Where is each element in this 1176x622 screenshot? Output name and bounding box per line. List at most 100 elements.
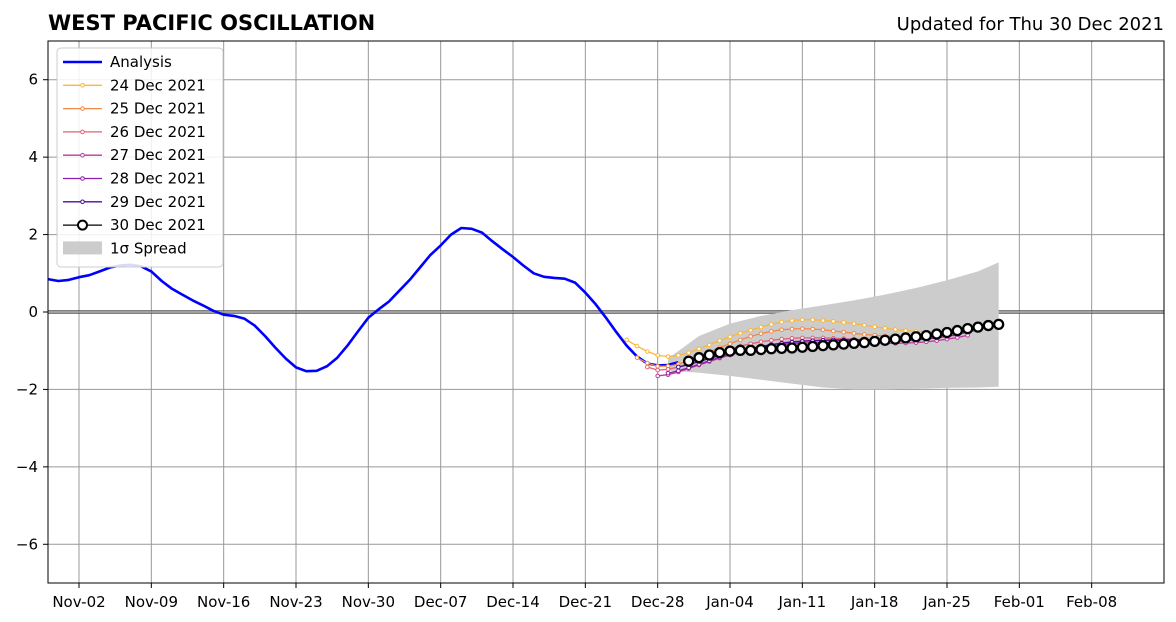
x-tick-label: Nov-02 — [52, 593, 105, 611]
x-tick-label: Nov-09 — [125, 593, 178, 611]
forecast-point — [810, 317, 815, 323]
forecast-point — [779, 319, 784, 325]
forecast-point — [707, 342, 712, 348]
forecast-point — [800, 317, 805, 323]
forecast-point — [738, 330, 743, 336]
x-tick-label: Nov-23 — [269, 593, 322, 611]
forecast-point — [717, 338, 722, 343]
forecast-point — [810, 326, 815, 332]
forecast-point — [820, 327, 826, 333]
forecast-point — [758, 339, 764, 345]
forecast-point — [748, 334, 753, 339]
latest-forecast-point — [993, 318, 1005, 331]
forecast-point — [727, 341, 733, 347]
forecast-point — [851, 330, 857, 336]
legend-swatch-spread — [63, 241, 102, 255]
latest-forecast-point — [776, 342, 788, 355]
latest-forecast-point — [838, 338, 850, 350]
legend-swatch-marker — [80, 129, 85, 135]
x-tick-label: Dec-21 — [559, 593, 613, 611]
legend-label: 30 Dec 2021 — [110, 216, 206, 234]
forecast-point — [655, 367, 660, 373]
latest-forecast-point — [982, 319, 994, 332]
legend-swatch-marker — [80, 152, 85, 158]
legend-swatch-marker — [77, 219, 88, 231]
plot-frame — [47, 40, 1165, 584]
forecast-point — [769, 322, 774, 327]
forecast-point — [779, 336, 784, 342]
forecast-point — [634, 355, 640, 360]
latest-forecast-point — [724, 345, 736, 357]
legend-label: 24 Dec 2021 — [110, 76, 206, 94]
legend-label: Analysis — [110, 53, 172, 71]
forecast-point — [665, 354, 671, 359]
x-tick-label: Jan-25 — [922, 593, 971, 611]
y-tick-label: −6 — [16, 535, 38, 553]
latest-forecast-point — [931, 328, 943, 340]
forecast-point — [758, 331, 764, 336]
x-tick-label: Dec-14 — [486, 593, 540, 611]
latest-forecast-point — [869, 335, 881, 348]
forecast-point — [841, 329, 846, 335]
x-tick-label: Dec-28 — [631, 593, 685, 611]
latest-forecast-point — [693, 352, 705, 364]
forecast-point — [769, 337, 774, 343]
forecast-point — [676, 364, 681, 370]
y-tick-label: 2 — [28, 226, 38, 244]
x-tick-label: Feb-01 — [994, 593, 1045, 611]
forecast-point — [655, 373, 660, 379]
latest-forecast-point — [714, 346, 726, 359]
forecast-point — [820, 318, 826, 323]
legend-label: 25 Dec 2021 — [110, 100, 206, 118]
latest-forecast-point — [817, 340, 829, 352]
legend-label: 1σ Spread — [110, 239, 187, 257]
forecast-point — [851, 321, 857, 326]
x-tick-label: Feb-08 — [1066, 593, 1117, 611]
forecast-point — [645, 360, 650, 366]
y-tick-label: 6 — [28, 71, 38, 89]
spread-band — [668, 262, 999, 390]
forecast-point — [676, 353, 681, 358]
series-layer — [47, 226, 1005, 379]
latest-forecast-point — [796, 341, 808, 353]
x-tick-label: Jan-18 — [850, 593, 899, 611]
latest-forecast-point — [703, 349, 715, 361]
latest-forecast-point — [879, 334, 891, 346]
forecast-point — [862, 332, 867, 337]
forecast-point — [655, 353, 660, 358]
y-tick-label: 4 — [28, 148, 38, 166]
forecast-point — [800, 326, 805, 331]
chart-title: WEST PACIFIC OSCILLATION — [48, 11, 375, 35]
latest-forecast-point — [765, 343, 777, 355]
latest-forecast-point — [889, 333, 901, 345]
latest-forecast-point — [807, 340, 819, 353]
forecast-point — [893, 327, 898, 332]
latest-forecast-point — [951, 324, 963, 337]
forecast-point — [789, 326, 795, 332]
forecast-point — [831, 328, 836, 334]
forecast-point — [769, 329, 774, 334]
legend-swatch-marker — [80, 176, 85, 181]
forecast-point — [645, 364, 650, 370]
latest-forecast-point — [910, 331, 922, 343]
legend-label: 28 Dec 2021 — [110, 170, 206, 188]
forecast-point — [903, 328, 908, 333]
latest-forecast-point — [858, 336, 870, 349]
forecast-point — [645, 349, 650, 354]
forecast-point — [882, 325, 888, 331]
legend-swatch-marker — [80, 199, 85, 205]
forecast-point — [676, 368, 681, 374]
x-tick-label: Nov-30 — [342, 593, 395, 611]
legend-swatch-marker — [80, 106, 85, 111]
legend-label: 29 Dec 2021 — [110, 193, 206, 211]
y-tick-label: −2 — [16, 380, 38, 398]
forecast-point — [841, 320, 846, 325]
forecast-point — [758, 324, 764, 330]
latest-forecast-point — [848, 337, 860, 350]
legend-swatch-marker — [80, 83, 85, 88]
legend-box — [56, 47, 224, 268]
legend-label: 27 Dec 2021 — [110, 146, 206, 164]
forecast-point — [779, 327, 784, 333]
forecast-point — [686, 350, 691, 355]
